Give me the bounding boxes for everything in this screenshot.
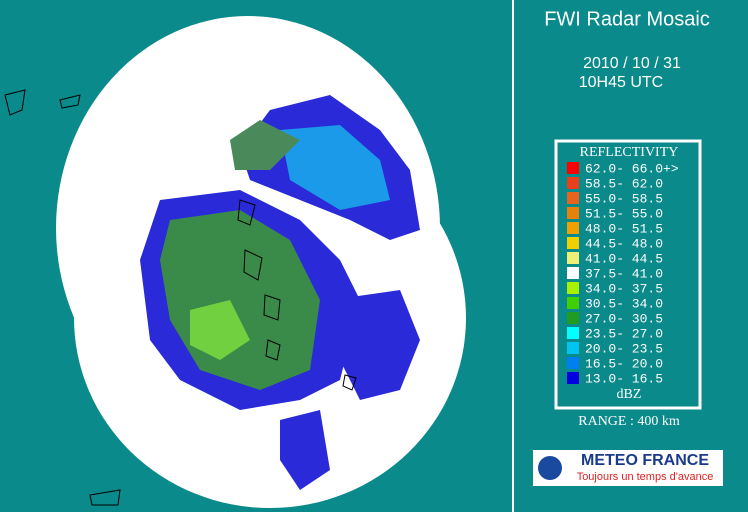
legend-swatch bbox=[567, 372, 579, 384]
legend-box bbox=[554, 139, 702, 410]
logo-name: METEO FRANCE bbox=[581, 452, 709, 469]
legend-label: 41.0- 44.5 bbox=[585, 251, 663, 266]
title: FWI Radar Mosaic bbox=[544, 8, 710, 30]
legend-label: 37.5- 41.0 bbox=[585, 266, 663, 281]
legend-unit: dBZ bbox=[617, 387, 642, 402]
legend-label: 55.0- 58.5 bbox=[585, 191, 663, 206]
legend-swatch bbox=[567, 267, 579, 279]
legend-label: 13.0- 16.5 bbox=[585, 371, 663, 386]
legend-label: 30.5- 34.0 bbox=[585, 296, 663, 311]
legend-swatch bbox=[567, 177, 579, 189]
legend-title: REFLECTIVITY bbox=[580, 145, 679, 160]
logo-tagline: Toujours un temps d'avance bbox=[577, 471, 714, 483]
legend-label: 23.5- 27.0 bbox=[585, 326, 663, 341]
logo-box bbox=[533, 450, 723, 486]
echoes bbox=[140, 95, 420, 490]
legend-swatch bbox=[567, 327, 579, 339]
legend-swatch bbox=[567, 192, 579, 204]
legend-swatch bbox=[567, 342, 579, 354]
legend-swatch bbox=[567, 312, 579, 324]
legend-swatch bbox=[567, 162, 579, 174]
islands bbox=[4, 89, 357, 506]
legend-label: 27.0- 30.5 bbox=[585, 311, 663, 326]
legend-label: 34.0- 37.5 bbox=[585, 281, 663, 296]
legend-label: 16.5- 20.0 bbox=[585, 356, 663, 371]
legend-swatch bbox=[567, 282, 579, 294]
legend-label: 48.0- 51.5 bbox=[585, 221, 663, 236]
legend-swatch bbox=[567, 357, 579, 369]
legend-label: 20.0- 23.5 bbox=[585, 341, 663, 356]
legend-label: 58.5- 62.0 bbox=[585, 176, 663, 191]
legend-swatch bbox=[567, 297, 579, 309]
legend-swatch bbox=[567, 207, 579, 219]
legend-swatch bbox=[567, 252, 579, 264]
date: 2010 / 10 / 31 bbox=[583, 55, 681, 72]
legend-label: 51.5- 55.0 bbox=[585, 206, 663, 221]
legend-label: 62.0- 66.0+> bbox=[585, 161, 679, 176]
legend-swatch bbox=[567, 237, 579, 249]
legend-label: 44.5- 48.0 bbox=[585, 236, 663, 251]
logo-icon bbox=[538, 456, 562, 480]
time: 10H45 UTC bbox=[579, 74, 663, 91]
legend-swatch bbox=[567, 222, 579, 234]
range: RANGE : 400 km bbox=[578, 414, 680, 429]
